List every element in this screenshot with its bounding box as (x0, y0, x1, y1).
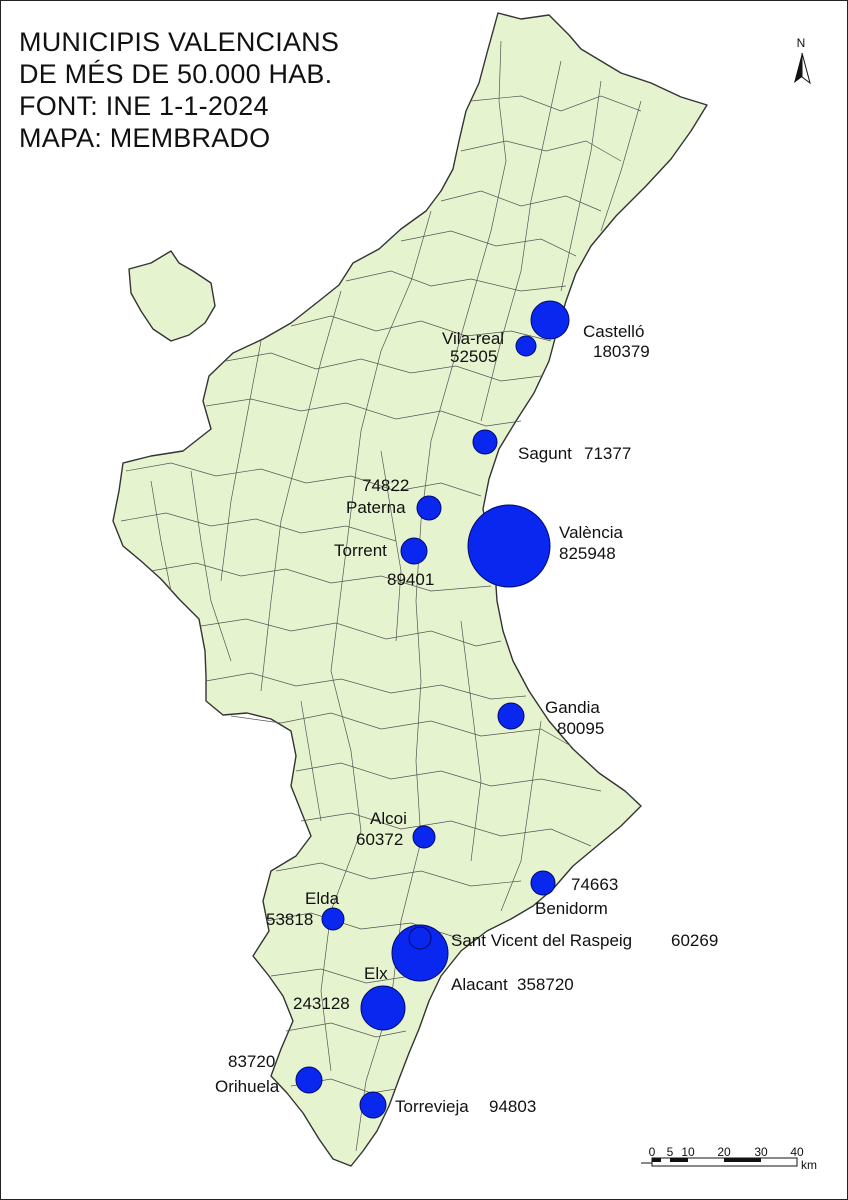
north-arrow: N (794, 36, 811, 85)
circle-sant-vicent (408, 926, 432, 950)
label-name-valencia: València (559, 523, 623, 542)
circle-torrevieja (359, 1091, 387, 1119)
scale-bar: 0 5 10 20 30 40 km (641, 1145, 817, 1172)
label-pop-vila-real: 52505 (450, 347, 497, 366)
scale-tick-0: 0 (649, 1145, 656, 1159)
label-pop-benidorm: 74663 (571, 875, 618, 894)
circle-orihuela (295, 1066, 323, 1094)
label-name-torrevieja: Torrevieja (395, 1097, 469, 1116)
label-name-orihuela: Orihuela (215, 1077, 280, 1096)
circle-alcoi (412, 825, 436, 849)
label-pop-alcoi: 60372 (356, 830, 403, 849)
map-title-line-4: MAPA: MEMBRADO (19, 123, 271, 153)
scale-tick-20: 20 (717, 1145, 731, 1159)
north-label: N (797, 36, 806, 50)
label-pop-castello: 180379 (593, 342, 650, 361)
label-name-benidorm: Benidorm (535, 899, 608, 918)
label-name-paterna: Paterna (346, 498, 406, 517)
circle-valencia (467, 504, 551, 588)
label-pop-sagunt: 71377 (584, 444, 631, 463)
circle-sagunt (472, 429, 498, 455)
circle-castello (530, 300, 570, 340)
label-name-vila-real: Vila-real (442, 329, 504, 348)
enclave-shape (128, 250, 216, 342)
label-name-elda: Elda (305, 889, 340, 908)
label-pop-orihuela: 83720 (228, 1052, 275, 1071)
circle-vila-real (515, 335, 537, 357)
region-shape (112, 12, 708, 1167)
circle-gandia (497, 702, 525, 730)
scale-tick-10: 10 (681, 1145, 695, 1159)
label-pop-valencia: 825948 (559, 544, 616, 563)
circle-elx (360, 985, 406, 1031)
circle-paterna (416, 495, 442, 521)
scale-tick-40: 40 (790, 1145, 804, 1159)
label-name-alacant: Alacant (451, 975, 508, 994)
label-name-sant-vicent: Sant Vicent del Raspeig (451, 931, 632, 950)
label-pop-alacant: 358720 (517, 975, 574, 994)
label-name-sagunt: Sagunt (518, 444, 572, 463)
label-pop-torrent: 89401 (387, 570, 434, 589)
label-pop-paterna: 74822 (362, 476, 409, 495)
label-pop-torrevieja: 94803 (489, 1097, 536, 1116)
label-pop-sant-vicent: 60269 (671, 931, 718, 950)
label-name-castello: Castelló (583, 322, 644, 341)
scale-unit: km (801, 1158, 817, 1172)
scale-tick-5: 5 (667, 1145, 674, 1159)
label-name-elx: Elx (364, 964, 388, 983)
map-title-line-3: FONT: INE 1-1-2024 (19, 91, 269, 121)
map-title-line-1: MUNICIPIS VALENCIANS (19, 27, 340, 57)
label-name-torrent: Torrent (334, 541, 387, 560)
circle-alacant (391, 924, 449, 982)
circle-elda (321, 907, 345, 931)
label-name-alcoi: Alcoi (370, 809, 407, 828)
label-pop-elx: 243128 (293, 994, 350, 1013)
label-name-gandia: Gandia (545, 698, 600, 717)
label-pop-gandia: 80095 (557, 719, 604, 738)
label-pop-elda: 53818 (266, 910, 313, 929)
map-title-line-2: DE MÉS DE 50.000 HAB. (19, 59, 333, 89)
municipality-labels: Castelló 180379 Vila-real 52505 Sagunt 7… (215, 322, 718, 1116)
circle-torrent (400, 537, 428, 565)
circle-benidorm (530, 870, 556, 896)
scale-tick-30: 30 (754, 1145, 768, 1159)
population-circles (295, 300, 570, 1119)
